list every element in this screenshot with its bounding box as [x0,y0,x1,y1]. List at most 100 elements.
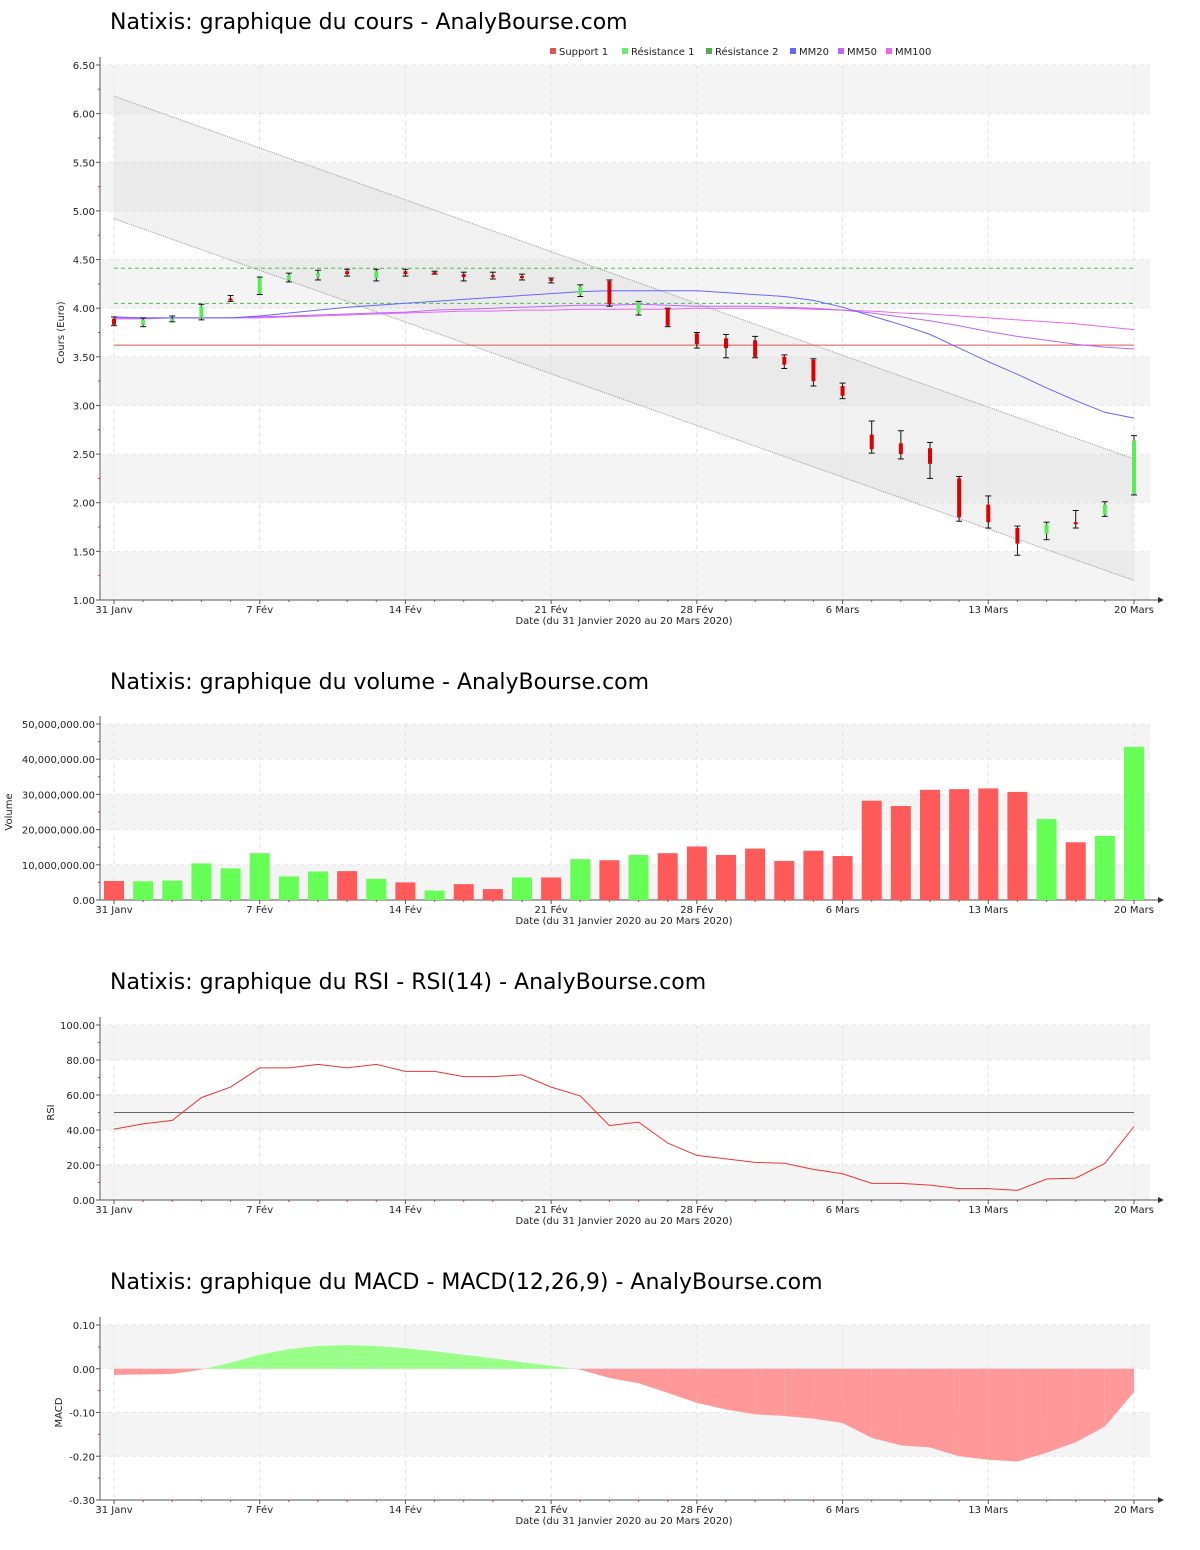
price-x-arrow [1158,597,1164,603]
volume-bar [395,882,416,900]
macd-area [609,1368,639,1384]
macd-area [1075,1368,1105,1443]
rsi-ytick-label: 100.00 [60,1021,95,1032]
macd-area [347,1345,377,1369]
candle-body [257,278,262,294]
volume-ytick-label: 30,000,000.00 [22,790,95,801]
price-chart: 1.00 1.50 2.00 2.50 3.00 3.50 4.00 4.50 5.00 5.50… [56,46,1164,627]
volume-xtick-label: 21 Fév [535,904,568,916]
volume-bar [774,860,795,900]
macd-area [580,1368,610,1378]
macd-area [259,1349,289,1369]
volume-bar [1065,842,1086,900]
macd-xtick-label: 28 Fév [680,1504,713,1516]
candle-body [403,271,408,275]
legend-label: Résistance 2 [715,46,778,58]
legend-label: MM20 [799,47,829,58]
macd-area [842,1368,872,1438]
price-xtick-label: 28 Fév [680,604,713,616]
candle-body [665,308,670,326]
price-xtick-label: 21 Fév [535,604,568,616]
legend-label: Résistance 1 [631,46,694,58]
volume-xtick-label: 20 Mars [1114,905,1154,916]
macd-ytick-label: -0.10 [69,1409,95,1420]
volume-ytick-label: 0.00 [73,896,95,907]
candle-body [1132,440,1136,494]
rsi-band [101,1025,1150,1060]
volume-bar [104,880,124,900]
legend-swatch [706,48,712,54]
volume-bar [337,871,358,900]
macd-chart-title: Natixis: graphique du MACD - MACD(12,26,… [110,1270,823,1295]
volume-bar [628,854,649,900]
volume-bar [191,863,212,900]
price-channel-lower [113,218,1135,582]
volume-band [101,794,1150,830]
candle-body [986,504,991,523]
rsi-ytick-label: 0.00 [73,1196,95,1207]
candle-body [1044,524,1049,534]
price-chart-title: Natixis: graphique du cours - AnalyBours… [110,10,628,35]
macd-xtick-label: 6 Mars [826,1505,860,1516]
macd-xtick-label: 31 Janv [95,1505,132,1516]
volume-bar [890,806,911,900]
macd-area [1046,1368,1076,1453]
price-band [101,356,1150,406]
macd-xtick-label: 20 Mars [1114,1505,1154,1516]
volume-ylabel: Volume [4,793,15,830]
macd-area [463,1354,493,1369]
macd-ylabel: MACD [54,1397,65,1427]
macd-ytick-label: -0.30 [69,1496,95,1507]
price-ytick-label: 3.00 [73,401,95,412]
price-xtick-label: 6 Mars [826,605,860,616]
macd-area [1017,1368,1047,1462]
macd-xlabel: Date (du 31 Janvier 2020 au 20 Mars 2020… [515,1516,732,1527]
macd-area [726,1368,756,1415]
rsi-xtick-label: 6 Mars [826,1205,860,1216]
volume-bar [133,881,154,900]
volume-chart: 0.00 10,000,000.00 20,000,000.00 30,000,000… [4,716,1164,927]
macd-area [434,1351,464,1369]
macd-area [201,1368,206,1370]
volume-bar [249,853,270,900]
rsi-ytick-label: 80.00 [66,1056,95,1067]
rsi-chart: 0.00 20.00 40.00 60.00 80.00 100.00 31 Janv 7 F… [46,1017,1164,1227]
rsi-line [113,1063,1135,1191]
rsi-ytick-label: 60.00 [66,1091,95,1102]
rsi-band [101,1165,1150,1200]
candle-body [811,359,816,382]
macd-area [667,1368,697,1403]
volume-chart-title: Natixis: graphique du volume - AnalyBour… [110,670,650,695]
price-xtick-label: 7 Fév [246,604,273,616]
macd-area [959,1368,989,1460]
candle-body [782,356,787,365]
legend-label: MM100 [895,47,931,58]
price-xtick-label: 31 Janv [95,605,132,616]
candle-body [286,275,291,280]
candle-body [753,340,758,357]
price-xtick-label: 14 Fév [389,604,422,616]
volume-bar [920,789,940,900]
macd-area [784,1368,814,1419]
price-ytick-label: 1.50 [73,547,95,558]
macd-xtick-label: 21 Fév [535,1504,568,1516]
price-xtick-label: 13 Mars [968,605,1008,616]
rsi-xtick-label: 20 Mars [1114,1205,1154,1216]
volume-xtick-label: 7 Fév [246,904,273,916]
candle-body [141,319,146,325]
volume-x-arrow [1158,897,1164,903]
price-ylabel: Cours (Euro) [56,301,67,364]
price-ytick-label: 4.00 [73,304,95,315]
macd-area [1104,1368,1134,1427]
macd-area [288,1346,318,1369]
candle-body [1015,528,1020,544]
price-xtick-label: 20 Mars [1114,605,1154,616]
mm20-line [113,290,1135,419]
candle-body [694,333,699,345]
candle-body [724,338,728,349]
volume-xtick-label: 31 Janv [95,905,132,916]
legend-swatch [790,48,796,54]
price-band [101,259,1150,309]
volume-bar [1094,835,1115,900]
candle-body [840,386,845,396]
